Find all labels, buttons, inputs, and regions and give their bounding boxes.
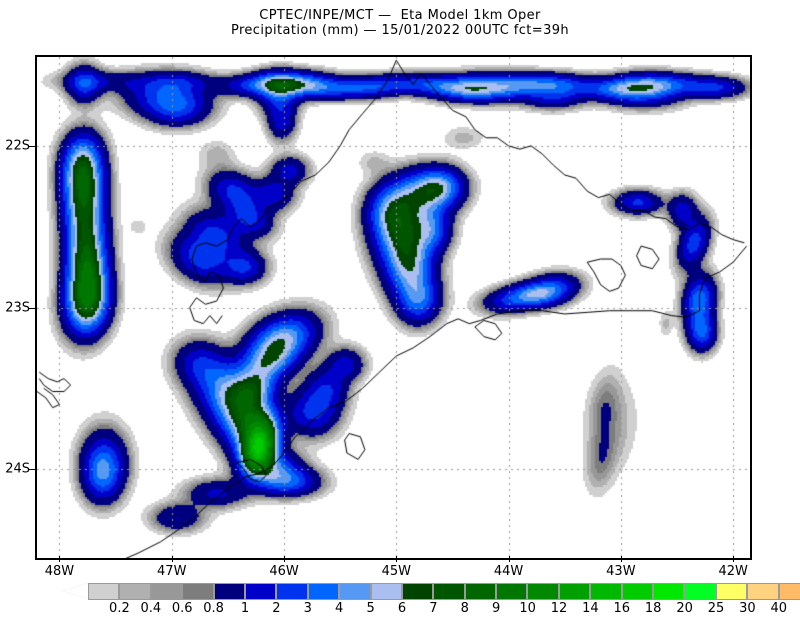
colorbar-label-40: 40 bbox=[770, 601, 788, 616]
colorbar-swatch-14[interactable] bbox=[558, 583, 591, 600]
colorbar-swatch-2[interactable] bbox=[244, 583, 277, 600]
colorbar-underflow-arrow bbox=[63, 583, 88, 599]
colorbar-swatch-0.2[interactable] bbox=[88, 583, 120, 600]
colorbar-label-25: 25 bbox=[707, 601, 725, 616]
colorbar-swatch-20[interactable] bbox=[653, 583, 685, 600]
colorbar-swatch-16[interactable] bbox=[590, 583, 622, 600]
x-axis-label-42W: 42W bbox=[718, 564, 748, 579]
x-axis-label-48W: 48W bbox=[44, 564, 75, 579]
colorbar-swatch-5[interactable] bbox=[339, 583, 371, 600]
chart-title: CPTEC/INPE/MCT — Eta Model 1km Oper Prec… bbox=[0, 8, 800, 38]
colorbar-label-20: 20 bbox=[676, 601, 693, 616]
colorbar-swatch-0.6[interactable] bbox=[150, 583, 183, 600]
colorbar-label-3: 3 bbox=[303, 601, 312, 616]
colorbar-swatch-3[interactable] bbox=[276, 583, 308, 600]
x-axis-label-44W: 44W bbox=[493, 564, 524, 579]
y-axis-label-22S: 22S bbox=[5, 138, 30, 154]
colorbar-label-16: 16 bbox=[613, 601, 631, 616]
map-plot-area[interactable] bbox=[35, 55, 752, 560]
y-axis-tick bbox=[29, 145, 35, 147]
colorbar-tick-labels: 0.20.40.60.81234567891012141618202530405… bbox=[0, 601, 800, 619]
colorbar[interactable] bbox=[88, 583, 800, 600]
colorbar-swatch-50[interactable] bbox=[778, 583, 800, 600]
y-axis-label-24S: 24S bbox=[5, 461, 30, 477]
colorbar-swatch-25[interactable] bbox=[684, 583, 716, 600]
colorbar-swatch-40[interactable] bbox=[747, 583, 779, 600]
colorbar-label-8: 8 bbox=[460, 601, 469, 616]
x-axis-tick bbox=[396, 556, 398, 562]
colorbar-swatch-10[interactable] bbox=[496, 583, 528, 600]
colorbar-swatch-30[interactable] bbox=[715, 583, 748, 600]
colorbar-swatch-1[interactable] bbox=[213, 583, 245, 600]
colorbar-swatch-9[interactable] bbox=[464, 583, 497, 600]
x-axis-label-46W: 46W bbox=[269, 564, 299, 579]
y-axis-tick bbox=[29, 469, 35, 471]
x-axis-tick bbox=[284, 556, 286, 562]
colorbar-label-9: 9 bbox=[492, 601, 501, 616]
x-axis-label-45W: 45W bbox=[381, 564, 411, 579]
colorbar-label-5: 5 bbox=[366, 601, 375, 616]
colorbar-label-10: 10 bbox=[519, 601, 536, 616]
colorbar-label-0.8: 0.8 bbox=[203, 601, 224, 616]
x-axis-tick bbox=[171, 556, 173, 562]
colorbar-swatch-18[interactable] bbox=[621, 583, 654, 600]
title-line-2: Precipitation (mm) — 15/01/2022 00UTC fc… bbox=[230, 23, 570, 38]
y-axis-tick bbox=[29, 307, 35, 309]
colorbar-swatch-7[interactable] bbox=[401, 583, 434, 600]
colorbar-label-30: 30 bbox=[739, 601, 756, 616]
x-axis-tick bbox=[508, 556, 510, 562]
colorbar-swatch-8[interactable] bbox=[433, 583, 465, 600]
precipitation-field bbox=[37, 57, 750, 558]
colorbar-label-14: 14 bbox=[582, 601, 599, 616]
x-axis-tick bbox=[59, 556, 61, 562]
x-axis-label-47W: 47W bbox=[157, 564, 187, 579]
y-axis-label-23S: 23S bbox=[5, 300, 30, 315]
title-line-1: CPTEC/INPE/MCT — Eta Model 1km Oper bbox=[259, 8, 541, 23]
colorbar-label-0.2: 0.2 bbox=[109, 601, 130, 616]
colorbar-label-2: 2 bbox=[272, 601, 281, 616]
colorbar-swatch-0.4[interactable] bbox=[119, 583, 151, 600]
x-axis-tick bbox=[733, 556, 735, 562]
colorbar-swatch-12[interactable] bbox=[527, 583, 559, 600]
colorbar-label-6: 6 bbox=[397, 601, 407, 616]
colorbar-label-12: 12 bbox=[550, 601, 568, 616]
colorbar-label-1: 1 bbox=[240, 601, 250, 616]
x-axis-tick bbox=[620, 556, 622, 562]
colorbar-swatch-0.8[interactable] bbox=[182, 583, 214, 600]
colorbar-label-0.6: 0.6 bbox=[171, 601, 193, 616]
colorbar-swatch-4[interactable] bbox=[307, 583, 340, 600]
colorbar-label-0.4: 0.4 bbox=[140, 601, 162, 616]
x-axis-label-43W: 43W bbox=[606, 564, 636, 579]
colorbar-label-18: 18 bbox=[644, 601, 662, 616]
colorbar-label-4: 4 bbox=[335, 601, 344, 616]
colorbar-swatch-6[interactable] bbox=[370, 583, 402, 600]
colorbar-label-7: 7 bbox=[429, 601, 438, 616]
